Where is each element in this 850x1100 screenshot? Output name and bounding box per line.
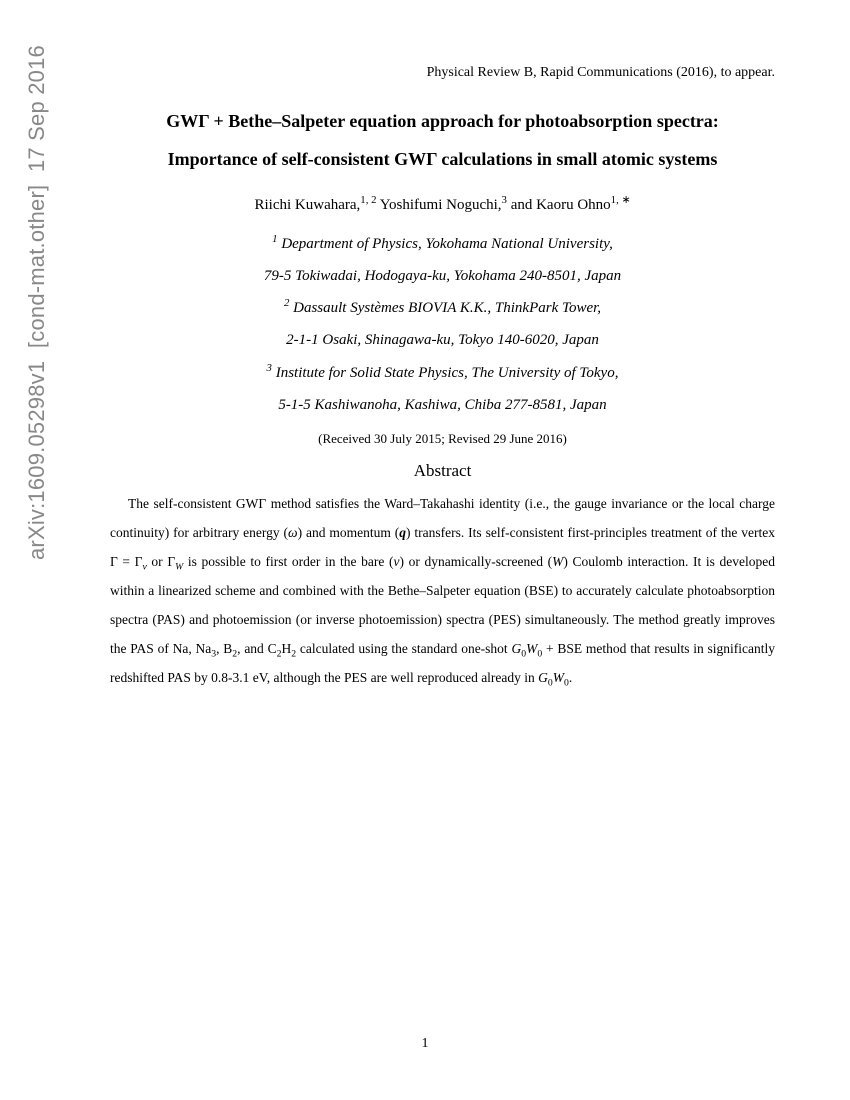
abs-omega: ω — [288, 525, 298, 540]
abs-seg: or — [147, 554, 168, 569]
page-number: 1 — [0, 1036, 850, 1052]
abs-seg: ) and momentum ( — [298, 525, 400, 540]
affiliations: 1 Department of Physics, Yokohama Nation… — [110, 228, 775, 422]
abstract-body: The self-consistent GWΓ method satisfies… — [110, 489, 775, 692]
dates-line: (Received 30 July 2015; Revised 29 June … — [110, 431, 775, 447]
author-sup: 1, ∗ — [611, 194, 631, 206]
abs-gamma: Γ — [110, 554, 118, 569]
affil-line: Department of Physics, Yokohama National… — [278, 236, 613, 252]
arxiv-id: arXiv:1609.05298v1 — [24, 361, 49, 560]
arxiv-date: 17 Sep 2016 — [24, 45, 49, 172]
abs-seg: calculated using the standard one-shot — [296, 641, 511, 656]
abs-W: W — [526, 641, 537, 656]
author-name: and Kaoru Ohno — [507, 197, 611, 213]
abstract-heading: Abstract — [110, 461, 775, 481]
arxiv-stamp: arXiv:1609.05298v1 [cond-mat.other] 17 S… — [24, 45, 50, 560]
author-name: Riichi Kuwahara, — [254, 197, 360, 213]
author-name: Yoshifumi Noguchi, — [377, 197, 502, 213]
abs-gamma: Γ — [167, 554, 175, 569]
abs-seg: is possible to first order in the bare ( — [183, 554, 393, 569]
abs-seg: , B — [216, 641, 232, 656]
title-line1-prefix: GW — [166, 111, 198, 131]
abs-G: G — [511, 641, 521, 656]
abs-G: G — [538, 670, 548, 685]
authors: Riichi Kuwahara,1, 2 Yoshifumi Noguchi,3… — [110, 197, 775, 214]
title-line2-rest: calculations in small atomic systems — [437, 149, 718, 169]
abs-seg: . — [569, 670, 572, 685]
title-gamma-2: Γ — [426, 149, 437, 169]
abs-seg: ) or dynamically-screened ( — [400, 554, 553, 569]
paper-content: Physical Review B, Rapid Communications … — [110, 65, 775, 692]
affil-line: 2-1-1 Osaki, Shinagawa-ku, Tokyo 140-602… — [286, 332, 599, 348]
affil-line: 79-5 Tokiwadai, Hodogaya-ku, Yokohama 24… — [264, 268, 621, 284]
abs-W: W — [552, 554, 563, 569]
abs-W: W — [553, 670, 564, 685]
journal-line: Physical Review B, Rapid Communications … — [110, 65, 775, 81]
title-gamma-1: Γ — [198, 111, 209, 131]
author-sup: 1, 2 — [360, 194, 376, 206]
abs-seg: ) transfers. Its self-consistent first-p… — [406, 525, 775, 540]
paper-title: GWΓ + Bethe–Salpeter equation approach f… — [110, 103, 775, 179]
abs-seg: H — [281, 641, 291, 656]
abs-seg: = — [118, 554, 135, 569]
affil-line: Dassault Systèmes BIOVIA K.K., ThinkPark… — [289, 300, 601, 316]
title-line2-prefix: Importance of self-consistent GW — [168, 149, 426, 169]
title-line1-rest: + Bethe–Salpeter equation approach for p… — [209, 111, 719, 131]
affil-line: 5-1-5 Kashiwanoha, Kashiwa, Chiba 277-85… — [278, 397, 606, 413]
abs-seg: The self-consistent GW — [128, 496, 258, 511]
abs-seg: , and C — [237, 641, 276, 656]
arxiv-category: [cond-mat.other] — [24, 185, 49, 348]
affil-line: Institute for Solid State Physics, The U… — [272, 365, 619, 381]
